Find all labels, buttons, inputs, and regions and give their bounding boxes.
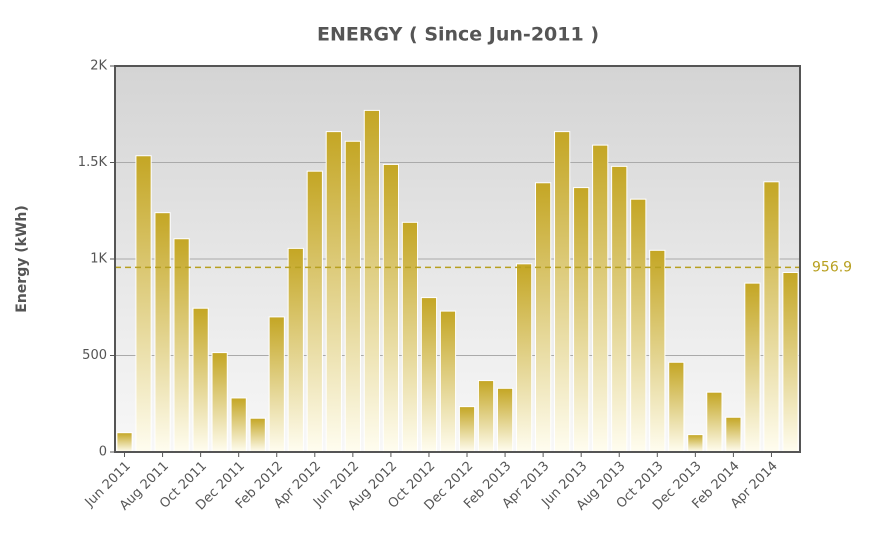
reference-label: 956.9	[812, 259, 852, 275]
bar	[135, 155, 152, 453]
bar	[535, 182, 552, 453]
bar	[763, 181, 780, 453]
bar	[496, 387, 514, 453]
chart-title: ENERGY ( Since Jun-2011 )	[317, 24, 599, 46]
bar	[725, 416, 742, 453]
bar	[554, 131, 571, 453]
bar	[325, 131, 342, 453]
bar	[668, 361, 685, 453]
bar	[230, 397, 247, 453]
bar	[287, 247, 304, 453]
bar	[687, 434, 704, 453]
y-tick-label: 0	[99, 445, 107, 460]
bar	[706, 391, 723, 453]
bar	[515, 263, 533, 453]
bar	[630, 198, 647, 453]
y-tick-label: 500	[82, 348, 107, 363]
bar	[744, 282, 761, 453]
bar	[401, 221, 419, 453]
bar	[268, 316, 285, 453]
bar	[611, 165, 628, 453]
bar	[116, 432, 133, 453]
bar	[249, 417, 266, 453]
bar	[344, 140, 361, 453]
y-tick-label: 1.5K	[78, 155, 108, 170]
bar	[458, 406, 476, 453]
y-tick-label: 2K	[90, 59, 107, 74]
bar	[382, 163, 400, 453]
bar	[363, 109, 380, 453]
bar	[592, 144, 609, 453]
bar	[573, 187, 590, 453]
bar	[477, 380, 495, 453]
bar	[192, 307, 209, 453]
bar	[173, 238, 190, 453]
bar	[439, 310, 457, 453]
bar	[154, 212, 171, 453]
bar	[420, 297, 438, 453]
bar	[782, 272, 799, 453]
bar	[649, 249, 666, 453]
bar	[306, 170, 323, 453]
y-axis-label: Energy (kWh)	[14, 205, 30, 312]
y-tick-label: 1K	[90, 252, 107, 267]
plot-border	[114, 65, 801, 453]
bar	[211, 352, 228, 453]
